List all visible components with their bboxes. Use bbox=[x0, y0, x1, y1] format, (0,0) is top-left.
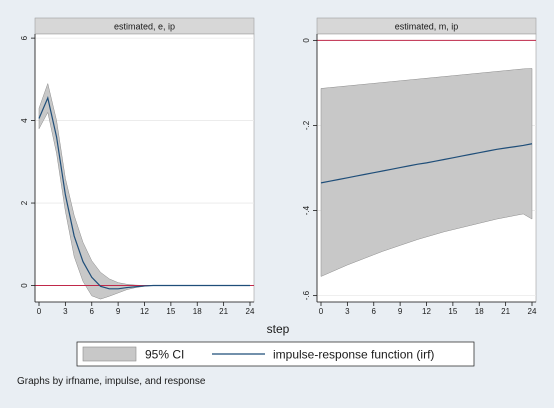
x-tick-label: 12 bbox=[422, 307, 431, 316]
legend-ci-swatch bbox=[82, 346, 137, 362]
x-tick-label: 0 bbox=[319, 307, 324, 316]
x-tick-label: 0 bbox=[37, 307, 42, 316]
x-axis-title: step bbox=[267, 322, 290, 336]
x-tick-label: 15 bbox=[448, 307, 457, 316]
panel-title: estimated, e, ip bbox=[114, 22, 175, 32]
panel-title: estimated, m, ip bbox=[395, 22, 459, 32]
x-tick-label: 24 bbox=[528, 307, 537, 316]
ci-band bbox=[320, 68, 533, 277]
legend-ci-label: 95% CI bbox=[145, 348, 184, 362]
x-ticks: 0 3 6 9 12 15 18 21 24 bbox=[37, 302, 255, 316]
y-ticks: 0 -.2 -.4 -.6 bbox=[302, 38, 317, 300]
x-tick-label: 9 bbox=[398, 307, 403, 316]
y-tick-label: -.2 bbox=[302, 120, 311, 130]
y-tick-label: 0 bbox=[302, 38, 311, 43]
y-tick-label: 4 bbox=[20, 118, 29, 123]
x-tick-label: 21 bbox=[219, 307, 228, 316]
panel-m-ip: estimated, m, ip 0 -.2 -.4 -.6 0 3 6 9 12 15 18 21… bbox=[302, 17, 537, 316]
y-tick-label: -.4 bbox=[302, 205, 311, 215]
x-tick-label: 3 bbox=[345, 307, 350, 316]
plot-marks bbox=[35, 82, 254, 300]
irf-line bbox=[38, 95, 250, 290]
x-tick-label: 3 bbox=[63, 307, 68, 316]
x-tick-label: 9 bbox=[116, 307, 121, 316]
plot-area bbox=[34, 33, 255, 303]
y-tick-label: -.6 bbox=[302, 290, 311, 300]
x-tick-label: 18 bbox=[475, 307, 484, 316]
x-tick-label: 12 bbox=[140, 307, 149, 316]
x-tick-label: 15 bbox=[166, 307, 175, 316]
x-tick-label: 6 bbox=[90, 307, 95, 316]
legend: 95% CI impulse-response function (irf) bbox=[76, 341, 475, 367]
legend-irf-label: impulse-response function (irf) bbox=[273, 348, 434, 362]
y-tick-label: 6 bbox=[20, 35, 29, 40]
y-tick-label: 0 bbox=[20, 283, 29, 288]
graphs-by-note: Graphs by irfname, impulse, and response bbox=[17, 376, 206, 387]
x-ticks: 0 3 6 9 12 15 18 21 24 bbox=[319, 302, 537, 316]
legend-box bbox=[76, 341, 475, 367]
irf-line bbox=[320, 143, 533, 184]
plot-marks bbox=[317, 39, 536, 277]
x-tick-label: 6 bbox=[372, 307, 377, 316]
y-ticks: 0 2 4 6 bbox=[20, 35, 35, 288]
x-tick-label: 24 bbox=[246, 307, 255, 316]
x-tick-label: 18 bbox=[193, 307, 202, 316]
x-tick-label: 21 bbox=[501, 307, 510, 316]
y-tick-label: 2 bbox=[20, 200, 29, 205]
